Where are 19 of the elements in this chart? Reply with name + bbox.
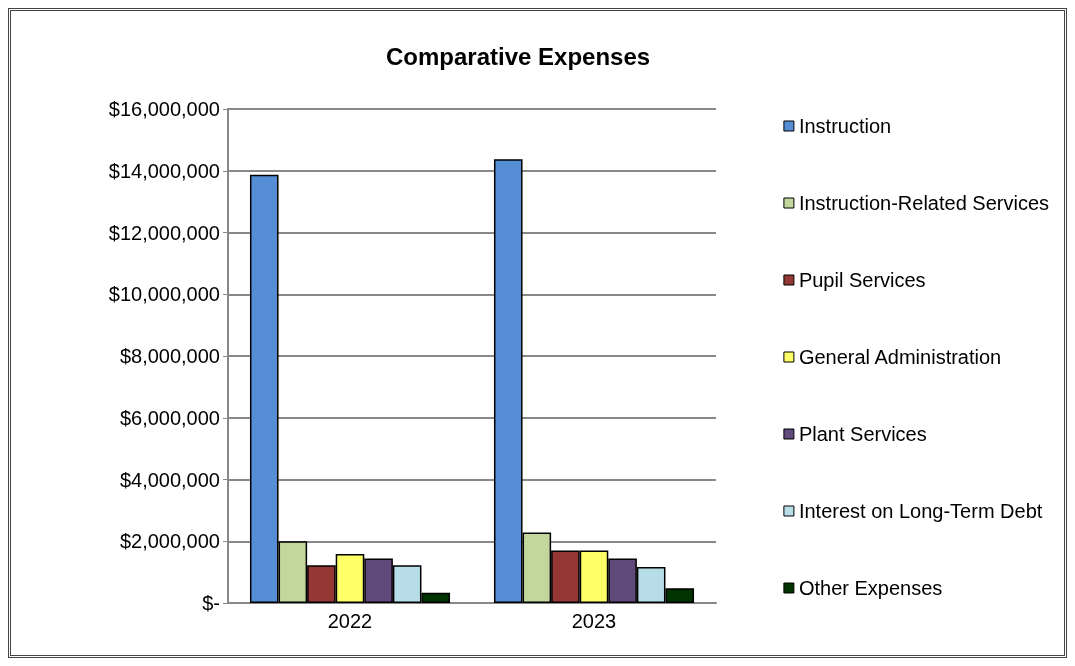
y-tick-label: $12,000,000 [108, 221, 220, 244]
y-tick-label: $14,000,000 [108, 159, 220, 182]
legend-label: Interest on Long-Term Debt [798, 500, 1043, 522]
y-tick-label: $16,000,000 [108, 98, 220, 120]
legend-label: Instruction-Related Services [798, 192, 1049, 214]
legend-label: Instruction [798, 115, 892, 137]
y-tick-label: $6,000,000 [119, 406, 220, 429]
legend-label: Pupil Services [798, 269, 926, 291]
legend-label: General Administration [798, 346, 1002, 368]
y-tick-label: $4,000,000 [119, 468, 220, 491]
legend-label: Plant Services [798, 423, 927, 445]
x-tick-label: 2023 [571, 610, 617, 632]
y-tick-label: $2,000,000 [119, 530, 220, 553]
y-tick-label: $8,000,000 [119, 345, 220, 367]
x-tick-label: 2022 [327, 610, 373, 632]
legend-label: Other Expenses [798, 577, 943, 599]
y-tick-label: $- [202, 592, 220, 614]
chart-title: Comparative Expenses [386, 42, 651, 70]
y-tick-label: $10,000,000 [108, 283, 220, 306]
